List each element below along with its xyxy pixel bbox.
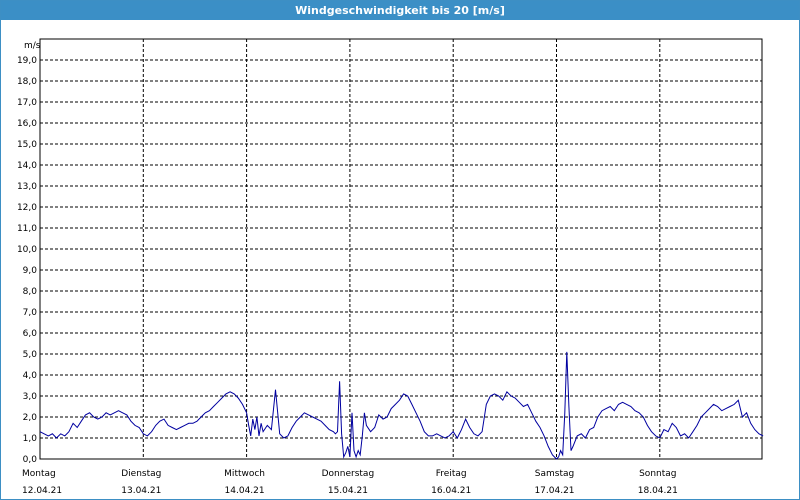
y-tick-label: 9,0 [23,266,38,276]
x-date-label: 13.04.21 [121,486,161,496]
x-day-name-label: Sonntag [639,469,676,479]
x-day-labels: Montag 12.04.21 Dienstag 13.04.21 Mittwoch 14… [22,469,678,496]
x-day-name-label: Mittwoch [224,469,265,479]
y-tick-label: 18,0 [17,77,37,87]
y-tick-label: 10,0 [17,245,37,255]
y-tick-labels: 0,0 1,0 2,0 3,0 4,0 5,0 6,0 7,0 8,0 9,0 10,0 11,0 12… [17,56,37,465]
x-day-name-label: Freitag [436,469,467,479]
y-tick-label: 5,0 [23,350,38,360]
y-tick-label: 1,0 [23,434,38,444]
chart-title: Windgeschwindigkeit bis 20 [m/s] [1,1,799,20]
plot-area [39,38,763,460]
y-tick-label: 3,0 [23,392,38,402]
y-tick-label: 7,0 [23,308,38,318]
grid-lines [40,39,762,459]
y-tick-label: 19,0 [17,56,37,66]
y-tick-label: 13,0 [17,182,37,192]
y-tick-label: 6,0 [23,329,38,339]
y-tick-label: 12,0 [17,203,37,213]
y-tick-label: 11,0 [17,224,37,234]
x-day-name-label: Donnerstag [322,469,375,479]
y-tick-label: 4,0 [23,371,38,381]
y-tick-label: 16,0 [17,119,37,129]
x-date-label: 16.04.21 [431,486,471,496]
x-day-name-label: Dienstag [121,469,161,479]
y-tick-label: 14,0 [17,161,37,171]
x-day-name-label: Samstag [535,469,574,479]
x-date-label: 17.04.21 [534,486,574,496]
x-date-label: 18.04.21 [638,486,678,496]
y-tick-label: 2,0 [23,413,38,423]
x-date-label: 12.04.21 [22,486,62,496]
y-tick-label: 0,0 [23,455,38,465]
y-tick-label: 8,0 [23,287,38,297]
x-day-name-label: Montag [22,469,56,479]
x-date-label: 15.04.21 [328,486,368,496]
wind-speed-line [39,351,764,460]
y-tick-label: 17,0 [17,98,37,108]
x-date-label: 14.04.21 [225,486,265,496]
y-axis-unit-label: m/s [24,41,41,51]
y-tick-label: 15,0 [17,140,37,150]
